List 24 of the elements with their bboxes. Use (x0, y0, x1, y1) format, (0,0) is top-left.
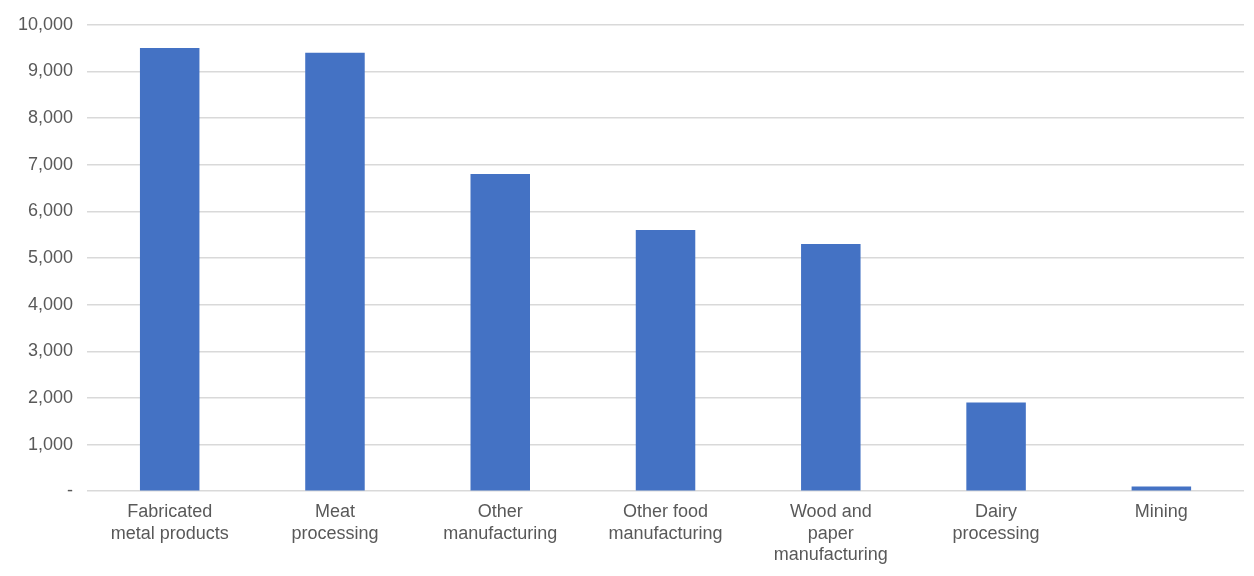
x-tick-label: Other food manufacturing (608, 500, 723, 543)
y-tick-label: - (67, 480, 74, 501)
y-tick-label: 8,000 (28, 107, 74, 128)
y-tick-label: 3,000 (28, 340, 74, 361)
x-tick-label: Wood and paper manufacturing (773, 500, 888, 565)
bar (139, 48, 200, 491)
x-tick-label: Meat processing (291, 500, 379, 543)
bar (635, 230, 696, 491)
bar (305, 52, 365, 491)
bar (470, 174, 530, 491)
y-tick-label: 1,000 (28, 433, 74, 454)
bar (966, 402, 1026, 491)
x-tick-label: Fabricated metal products (110, 500, 229, 543)
x-tick-label: Other manufacturing (443, 500, 558, 543)
x-tick-label: Dairy processing (952, 500, 1040, 543)
y-tick-label: 6,000 (28, 200, 74, 221)
bar (801, 244, 861, 491)
y-tick-label: 7,000 (28, 153, 74, 174)
y-tick-label: 4,000 (28, 293, 74, 314)
y-tick-label: 10,000 (17, 13, 74, 34)
y-tick-label: 5,000 (28, 246, 74, 267)
x-tick-label: Mining (1134, 500, 1188, 521)
y-tick-label: 9,000 (28, 60, 74, 81)
y-tick-label: 2,000 (28, 386, 74, 407)
